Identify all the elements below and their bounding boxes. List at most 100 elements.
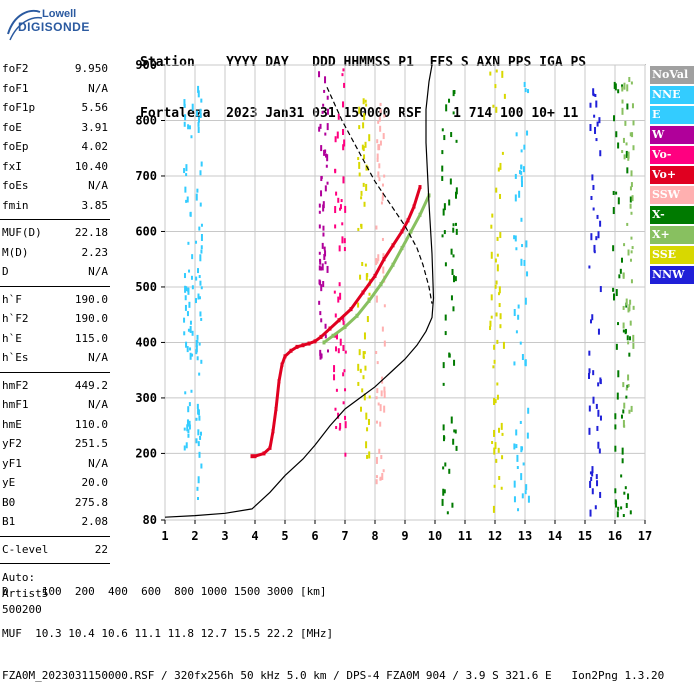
echo-mark [342,320,345,325]
param-name: yF1 [2,456,22,470]
echo-mark [595,403,598,409]
echo-mark [341,73,344,77]
echo-mark [379,140,382,146]
echo-mark [617,506,620,511]
echo-mark [501,455,504,460]
param-row: M(D) 2.23 [0,244,110,264]
param-value: 190.0 [74,312,108,325]
logo-line1: Lowell [42,8,77,20]
echo-mark [614,413,617,420]
trace-point [418,185,422,190]
echo-mark [624,486,627,490]
echo-mark [495,69,498,73]
trace-segment [349,291,365,311]
echo-mark [319,259,322,265]
echo-mark [188,424,191,430]
y-tick-label: 600 [135,224,157,238]
echo-mark [596,214,599,219]
echo-mark [342,176,345,184]
y-tick-label: 80 [143,513,157,527]
echo-mark [382,133,385,140]
echo-mark [379,421,382,427]
echo-mark [324,185,327,192]
echo-mark [628,352,631,357]
echo-mark [631,195,634,202]
echo-mark [186,424,189,432]
echo-mark [344,205,347,213]
echo-mark [628,76,631,82]
echo-mark [362,182,365,187]
echo-mark [493,398,496,406]
echo-mark [626,222,629,226]
echo-mark [448,468,451,474]
echo-mark [187,433,190,438]
legend-item: SSE [650,246,694,264]
echo-mark [342,401,345,405]
echo-mark [494,442,497,450]
footer-muf-row: MUF 10.3 10.4 10.6 11.1 11.8 12.7 15.5 2… [2,627,334,640]
echo-mark [357,227,360,231]
param-value: 9.950 [74,62,108,75]
echo-mark [589,124,592,132]
echo-mark [334,136,337,143]
echo-mark [588,405,591,412]
echo-mark [453,429,456,433]
echo-mark [381,192,384,199]
echo-mark [184,114,187,121]
echo-mark [628,304,631,312]
echo-mark [363,332,366,340]
echo-mark [592,370,595,376]
echo-mark [627,384,630,388]
x-tick-label: 11 [458,529,472,543]
echo-mark [588,368,591,374]
echo-mark [320,284,323,292]
echo-mark [191,103,194,111]
echo-mark [196,356,199,361]
echo-mark [627,155,630,161]
echo-mark [197,121,200,127]
param-row: MUF(D) 22.18 [0,224,110,244]
echo-mark [520,181,523,188]
echo-mark [627,151,630,159]
echo-mark [380,390,383,397]
echo-mark [383,391,386,399]
echo-mark [338,427,341,431]
echo-mark [318,251,321,255]
echo-mark [595,474,598,480]
echo-mark [380,455,383,460]
echo-mark [616,392,619,400]
echo-mark [621,150,624,154]
x-tick-label: 7 [341,529,348,543]
echo-mark [520,149,523,153]
echo-mark [523,144,526,150]
echo-mark [335,388,338,392]
echo-mark [185,199,188,203]
logo-line2: DIGISONDE [18,20,90,34]
echo-mark [452,438,455,445]
param-name: h`F [2,292,22,306]
echo-mark [375,479,378,485]
legend-item: E [650,106,694,124]
echo-mark [339,338,342,346]
trace-segment [361,274,377,294]
echo-mark [190,389,193,393]
echo-mark [339,422,342,429]
echo-mark [185,173,188,177]
echo-mark [520,175,523,182]
echo-mark [616,511,619,518]
echo-mark [621,86,624,92]
echo-mark [200,463,203,469]
echo-mark [626,84,629,92]
echo-mark [335,191,338,196]
echo-mark [375,295,378,303]
echo-mark [188,269,191,273]
echo-mark [593,114,596,118]
echo-mark [595,100,598,108]
echo-mark [378,163,381,169]
echo-mark [319,280,322,286]
echo-mark [188,402,191,407]
echo-mark [622,305,625,310]
echo-mark [515,330,518,334]
echo-mark [620,506,623,510]
echo-mark [326,349,329,353]
